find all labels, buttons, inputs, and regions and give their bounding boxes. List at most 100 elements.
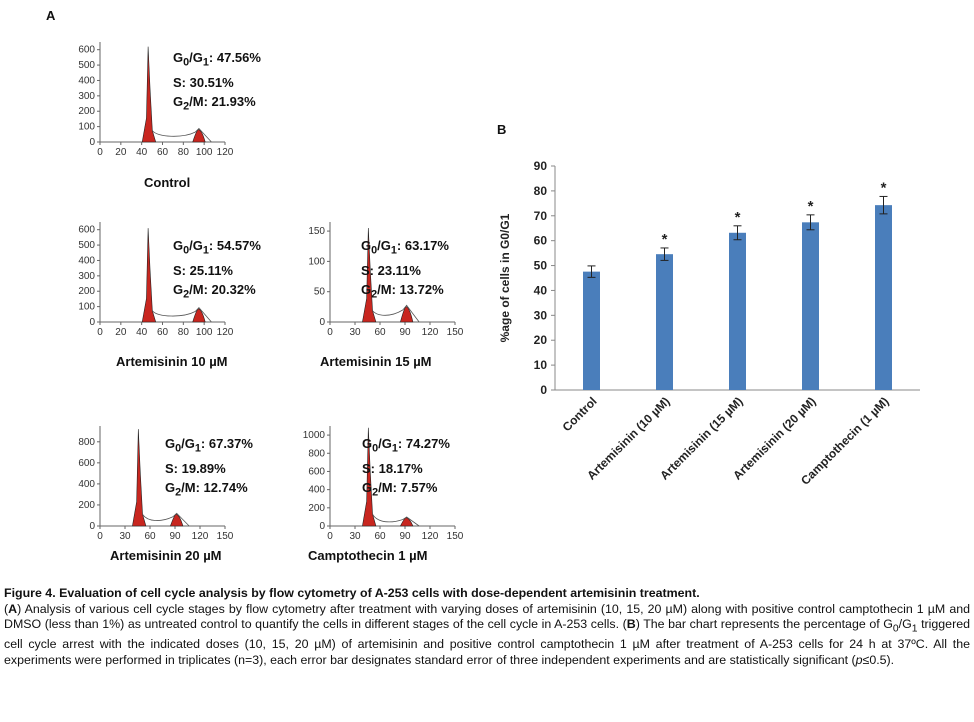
- g2-peak: [192, 129, 206, 143]
- x-tick-label: 0: [327, 327, 333, 338]
- figure-caption: Figure 4. Evaluation of cell cycle analy…: [4, 586, 970, 668]
- s-stat: S: 23.11%: [361, 262, 421, 278]
- x-tick-label: 60: [374, 327, 386, 338]
- histogram-stats: G0/G1: 67.37% S: 19.89% G2/M: 12.74%: [165, 434, 253, 502]
- x-tick-label: 150: [447, 531, 464, 542]
- s-stat: S: 19.89%: [165, 460, 226, 476]
- x-tick-label: 150: [447, 327, 464, 338]
- x-tick-label: 150: [217, 531, 234, 542]
- g1-peak: [362, 228, 377, 323]
- y-tick-label: 200: [78, 106, 95, 117]
- y-tick-label: 100: [78, 122, 95, 133]
- g0g1-stat: G0/G1: 54.57%: [173, 238, 261, 257]
- y-tick-label: 50: [534, 259, 548, 273]
- s-phase-outline: [142, 512, 190, 527]
- g2-peak: [399, 517, 414, 527]
- bar: [875, 205, 892, 390]
- y-tick-label: 400: [78, 255, 95, 266]
- y-tick-label: 300: [78, 91, 95, 102]
- panel-letter-a: A: [46, 8, 56, 23]
- x-tick-label: 30: [349, 531, 361, 542]
- histogram-artemisinin-10: 0 100 200 300 400 500 600 0 20 40 60 80 100 120: [70, 220, 240, 340]
- g0g1-stat: G0/G1: 63.17%: [361, 238, 449, 257]
- g2m-stat: G2/M: 7.57%: [362, 479, 438, 499]
- g1-peak: [141, 46, 157, 143]
- y-tick-label: 500: [78, 240, 95, 251]
- significance-marker: *: [735, 209, 741, 226]
- x-tick-label: 100: [196, 327, 213, 338]
- category-label: Control: [560, 394, 600, 434]
- y-tick-label: 200: [308, 503, 325, 514]
- histogram-plot: 0 100 200 300 400 500 600 0 20 40 60 80 100 120: [78, 222, 234, 338]
- histogram-control: 0 100 200 300 400 500 600 0 20 40 60 80 100 120: [70, 40, 240, 160]
- bar: [729, 232, 746, 390]
- y-tick-label: 70: [534, 209, 548, 223]
- histogram-artemisinin-15: 0 50 100 150 0 30 60 90 120 150: [300, 220, 470, 340]
- bar-chart: 0 10 20 30 40 50 60 70 80 90 %age of cells in G0/G…: [470, 110, 940, 535]
- histogram-label: Camptothecin 1 µM: [308, 548, 428, 563]
- histogram-stats: G0/G1: 47.56% S: 30.51% G2/M: 21.93%: [173, 48, 261, 116]
- g2m-stat: G2/M: 20.32%: [173, 281, 256, 301]
- g2-peak: [400, 306, 414, 323]
- y-tick-label: 90: [534, 159, 548, 173]
- y-tick-label: 10: [534, 358, 548, 372]
- x-tick-label: 0: [327, 531, 333, 542]
- s-stat: S: 25.11%: [173, 262, 233, 278]
- caption-body: (A) Analysis of various cell cycle stage…: [4, 601, 970, 667]
- histogram-label: Artemisinin 10 µM: [116, 354, 228, 369]
- x-tick-label: 60: [157, 147, 169, 158]
- histogram-stats: G0/G1: 54.57% S: 25.11% G2/M: 20.32%: [173, 236, 261, 304]
- y-tick-label: 40: [534, 283, 548, 297]
- histogram-label: Artemisinin 15 µM: [320, 354, 432, 369]
- y-tick-label: 30: [534, 308, 548, 322]
- x-tick-label: 20: [115, 327, 127, 338]
- y-tick-label: 150: [308, 226, 325, 237]
- x-tick-label: 60: [157, 327, 169, 338]
- x-tick-label: 0: [97, 531, 103, 542]
- g1-peak: [362, 427, 377, 527]
- y-tick-label: 20: [534, 333, 548, 347]
- g2m-stat: G2/M: 12.74%: [165, 479, 248, 499]
- x-tick-label: 20: [115, 147, 127, 158]
- y-tick-label: 50: [314, 287, 326, 298]
- x-tick-label: 30: [119, 531, 131, 542]
- bar: [656, 254, 673, 390]
- histogram-plot: 0 200 400 600 800 1000 0 30 60 90 120 150: [303, 426, 464, 542]
- y-tick-label: 400: [78, 75, 95, 86]
- y-tick-label: 0: [89, 521, 95, 532]
- x-tick-label: 120: [422, 531, 439, 542]
- y-tick-label: 600: [78, 225, 95, 236]
- y-tick-label: 0: [319, 317, 325, 328]
- histogram-plot: 0 50 100 150 0 30 60 90 120 150: [308, 222, 464, 338]
- g0g1-stat: G0/G1: 67.37%: [165, 436, 253, 455]
- y-tick-label: 400: [78, 479, 95, 490]
- x-tick-label: 30: [349, 327, 361, 338]
- y-tick-label: 400: [308, 485, 325, 496]
- y-tick-label: 200: [78, 500, 95, 511]
- x-tick-label: 0: [97, 147, 103, 158]
- x-tick-label: 60: [144, 531, 156, 542]
- histogram-plot: 0 200 400 600 800 0 30 60 90 120 150: [78, 426, 234, 542]
- y-tick-label: 80: [534, 184, 548, 198]
- bar: [802, 222, 819, 390]
- x-tick-label: 120: [422, 327, 439, 338]
- histogram-stats: G0/G1: 63.17% S: 23.11% G2/M: 13.72%: [361, 236, 449, 304]
- x-tick-label: 100: [196, 147, 213, 158]
- s-stat: S: 18.17%: [362, 460, 423, 476]
- y-tick-label: 600: [308, 466, 325, 477]
- y-tick-label: 800: [308, 448, 325, 459]
- x-tick-label: 80: [178, 147, 190, 158]
- x-tick-label: 120: [217, 327, 234, 338]
- x-tick-label: 0: [97, 327, 103, 338]
- x-tick-label: 40: [136, 147, 148, 158]
- s-phase-outline: [372, 514, 420, 527]
- x-tick-label: 120: [217, 147, 234, 158]
- bar-chart-svg: 0 10 20 30 40 50 60 70 80 90 %age of cells in G0/G…: [498, 159, 920, 488]
- y-axis-label: %age of cells in G0/G1: [498, 213, 512, 342]
- y-tick-label: 600: [78, 45, 95, 56]
- g2-peak: [169, 514, 184, 527]
- x-tick-label: 40: [136, 327, 148, 338]
- histogram-camptothecin: 0 200 400 600 800 1000 0 30 60 90 120 150: [300, 424, 470, 544]
- histogram-plot: 0 100 200 300 400 500 600 0 20 40 60 80 100 120: [78, 42, 234, 158]
- g0g1-stat: G0/G1: 74.27%: [362, 436, 450, 455]
